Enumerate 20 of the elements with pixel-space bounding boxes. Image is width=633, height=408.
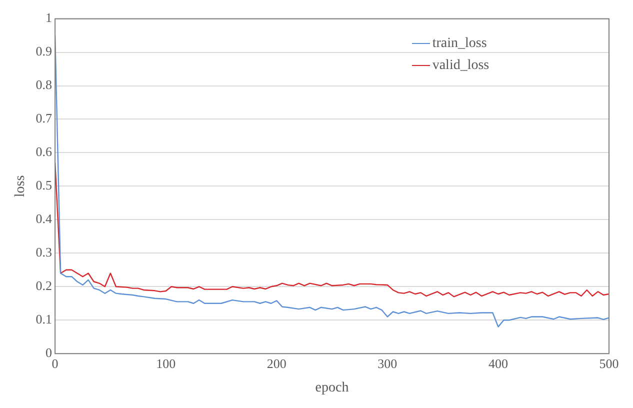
y-tick-label: 0.7 (36, 110, 53, 126)
y-tick-label: 0.6 (36, 144, 53, 160)
legend-label: valid_loss (432, 58, 490, 74)
y-tick-label: 0.4 (36, 211, 53, 226)
y-tick-label: 0.9 (36, 44, 52, 59)
x-tick-label: 400 (488, 356, 508, 371)
y-tick-label: 0.5 (36, 178, 52, 193)
x-axis-title: epoch (315, 380, 349, 396)
y-tick-label: 0.3 (36, 244, 52, 260)
y-tick-label: 1 (46, 10, 52, 26)
legend-label: train_loss (432, 36, 487, 52)
y-tick-label: 0.2 (36, 278, 52, 294)
x-tick-label: 500 (599, 356, 619, 371)
x-tick-label: 200 (266, 356, 286, 371)
y-tick-label: 0.8 (36, 77, 52, 92)
y-tick-label: 0.1 (36, 312, 52, 327)
x-tick-label: 100 (156, 356, 176, 371)
y-axis-title: loss (13, 175, 28, 198)
x-tick-label: 300 (378, 356, 398, 371)
y-tick-label: 0 (46, 345, 52, 360)
